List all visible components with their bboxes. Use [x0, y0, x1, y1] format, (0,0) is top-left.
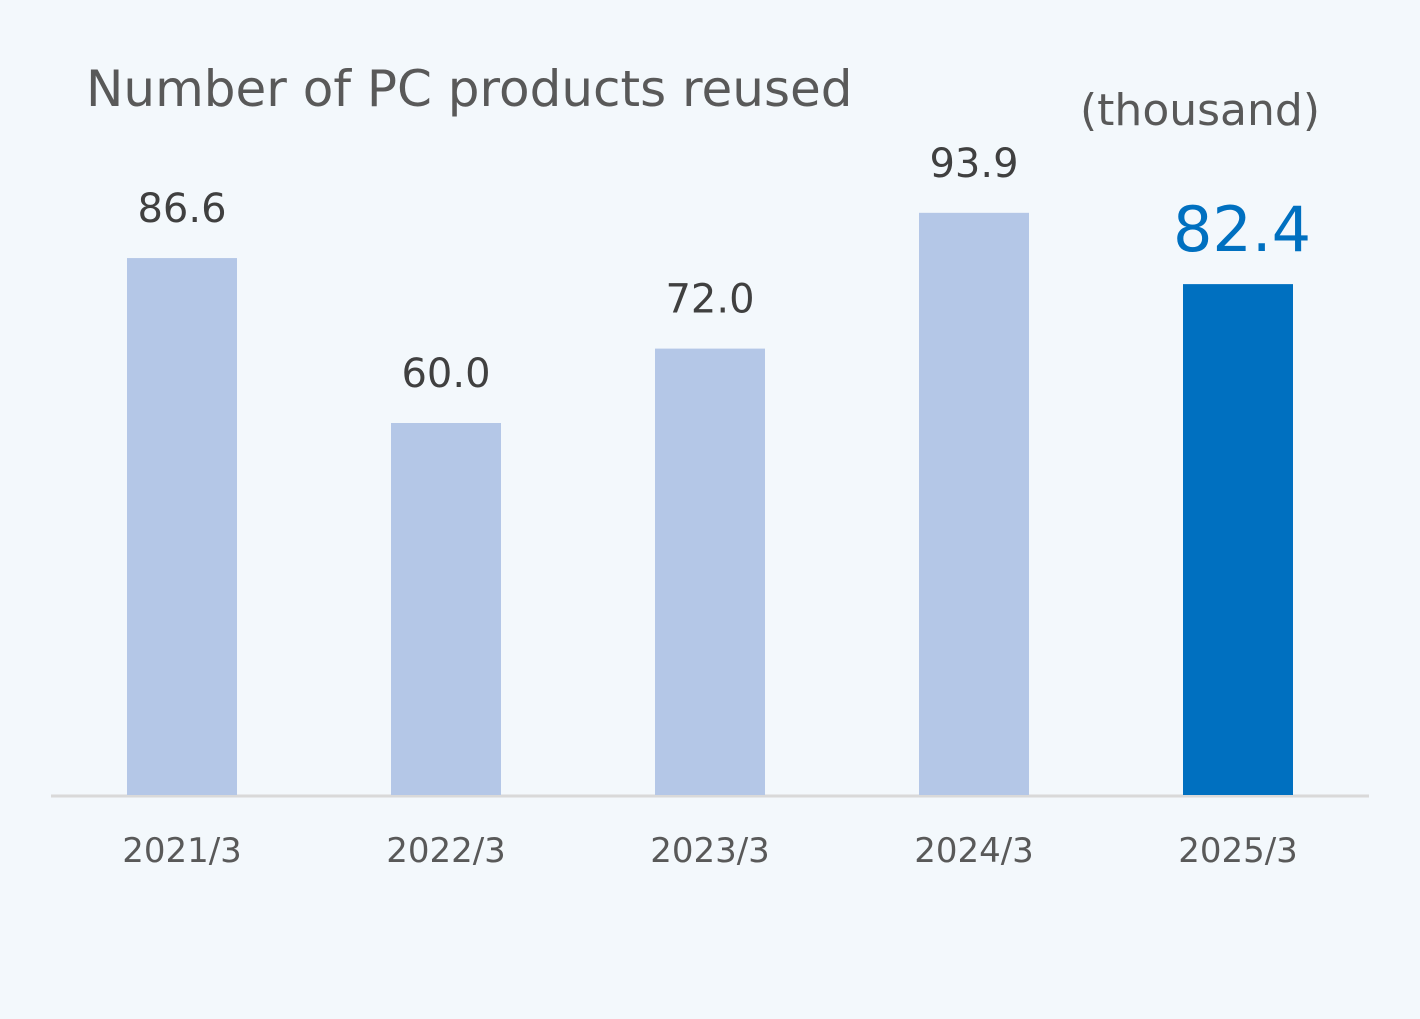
- data-label: 60.0: [401, 351, 490, 397]
- x-tick-label: 2021/3: [122, 831, 242, 871]
- bar-2021-3: [127, 258, 237, 796]
- x-tick-label: 2024/3: [914, 831, 1034, 871]
- data-label: 72.0: [665, 277, 754, 323]
- x-tick-label: 2023/3: [650, 831, 770, 871]
- bar-2022-3: [391, 423, 501, 795]
- x-tick-label: 2022/3: [386, 831, 506, 871]
- bar-2023-3: [655, 348, 765, 795]
- data-label: 82.4: [1173, 193, 1311, 266]
- data-label: 93.9: [929, 141, 1018, 187]
- bar-2025-3: [1183, 284, 1293, 795]
- bar-2024-3: [919, 212, 1029, 795]
- x-tick-label: 2025/3: [1178, 831, 1298, 871]
- chart-title: Number of PC products reused: [86, 60, 853, 118]
- data-label: 86.6: [137, 186, 226, 232]
- unit-label: (thousand): [1080, 85, 1320, 136]
